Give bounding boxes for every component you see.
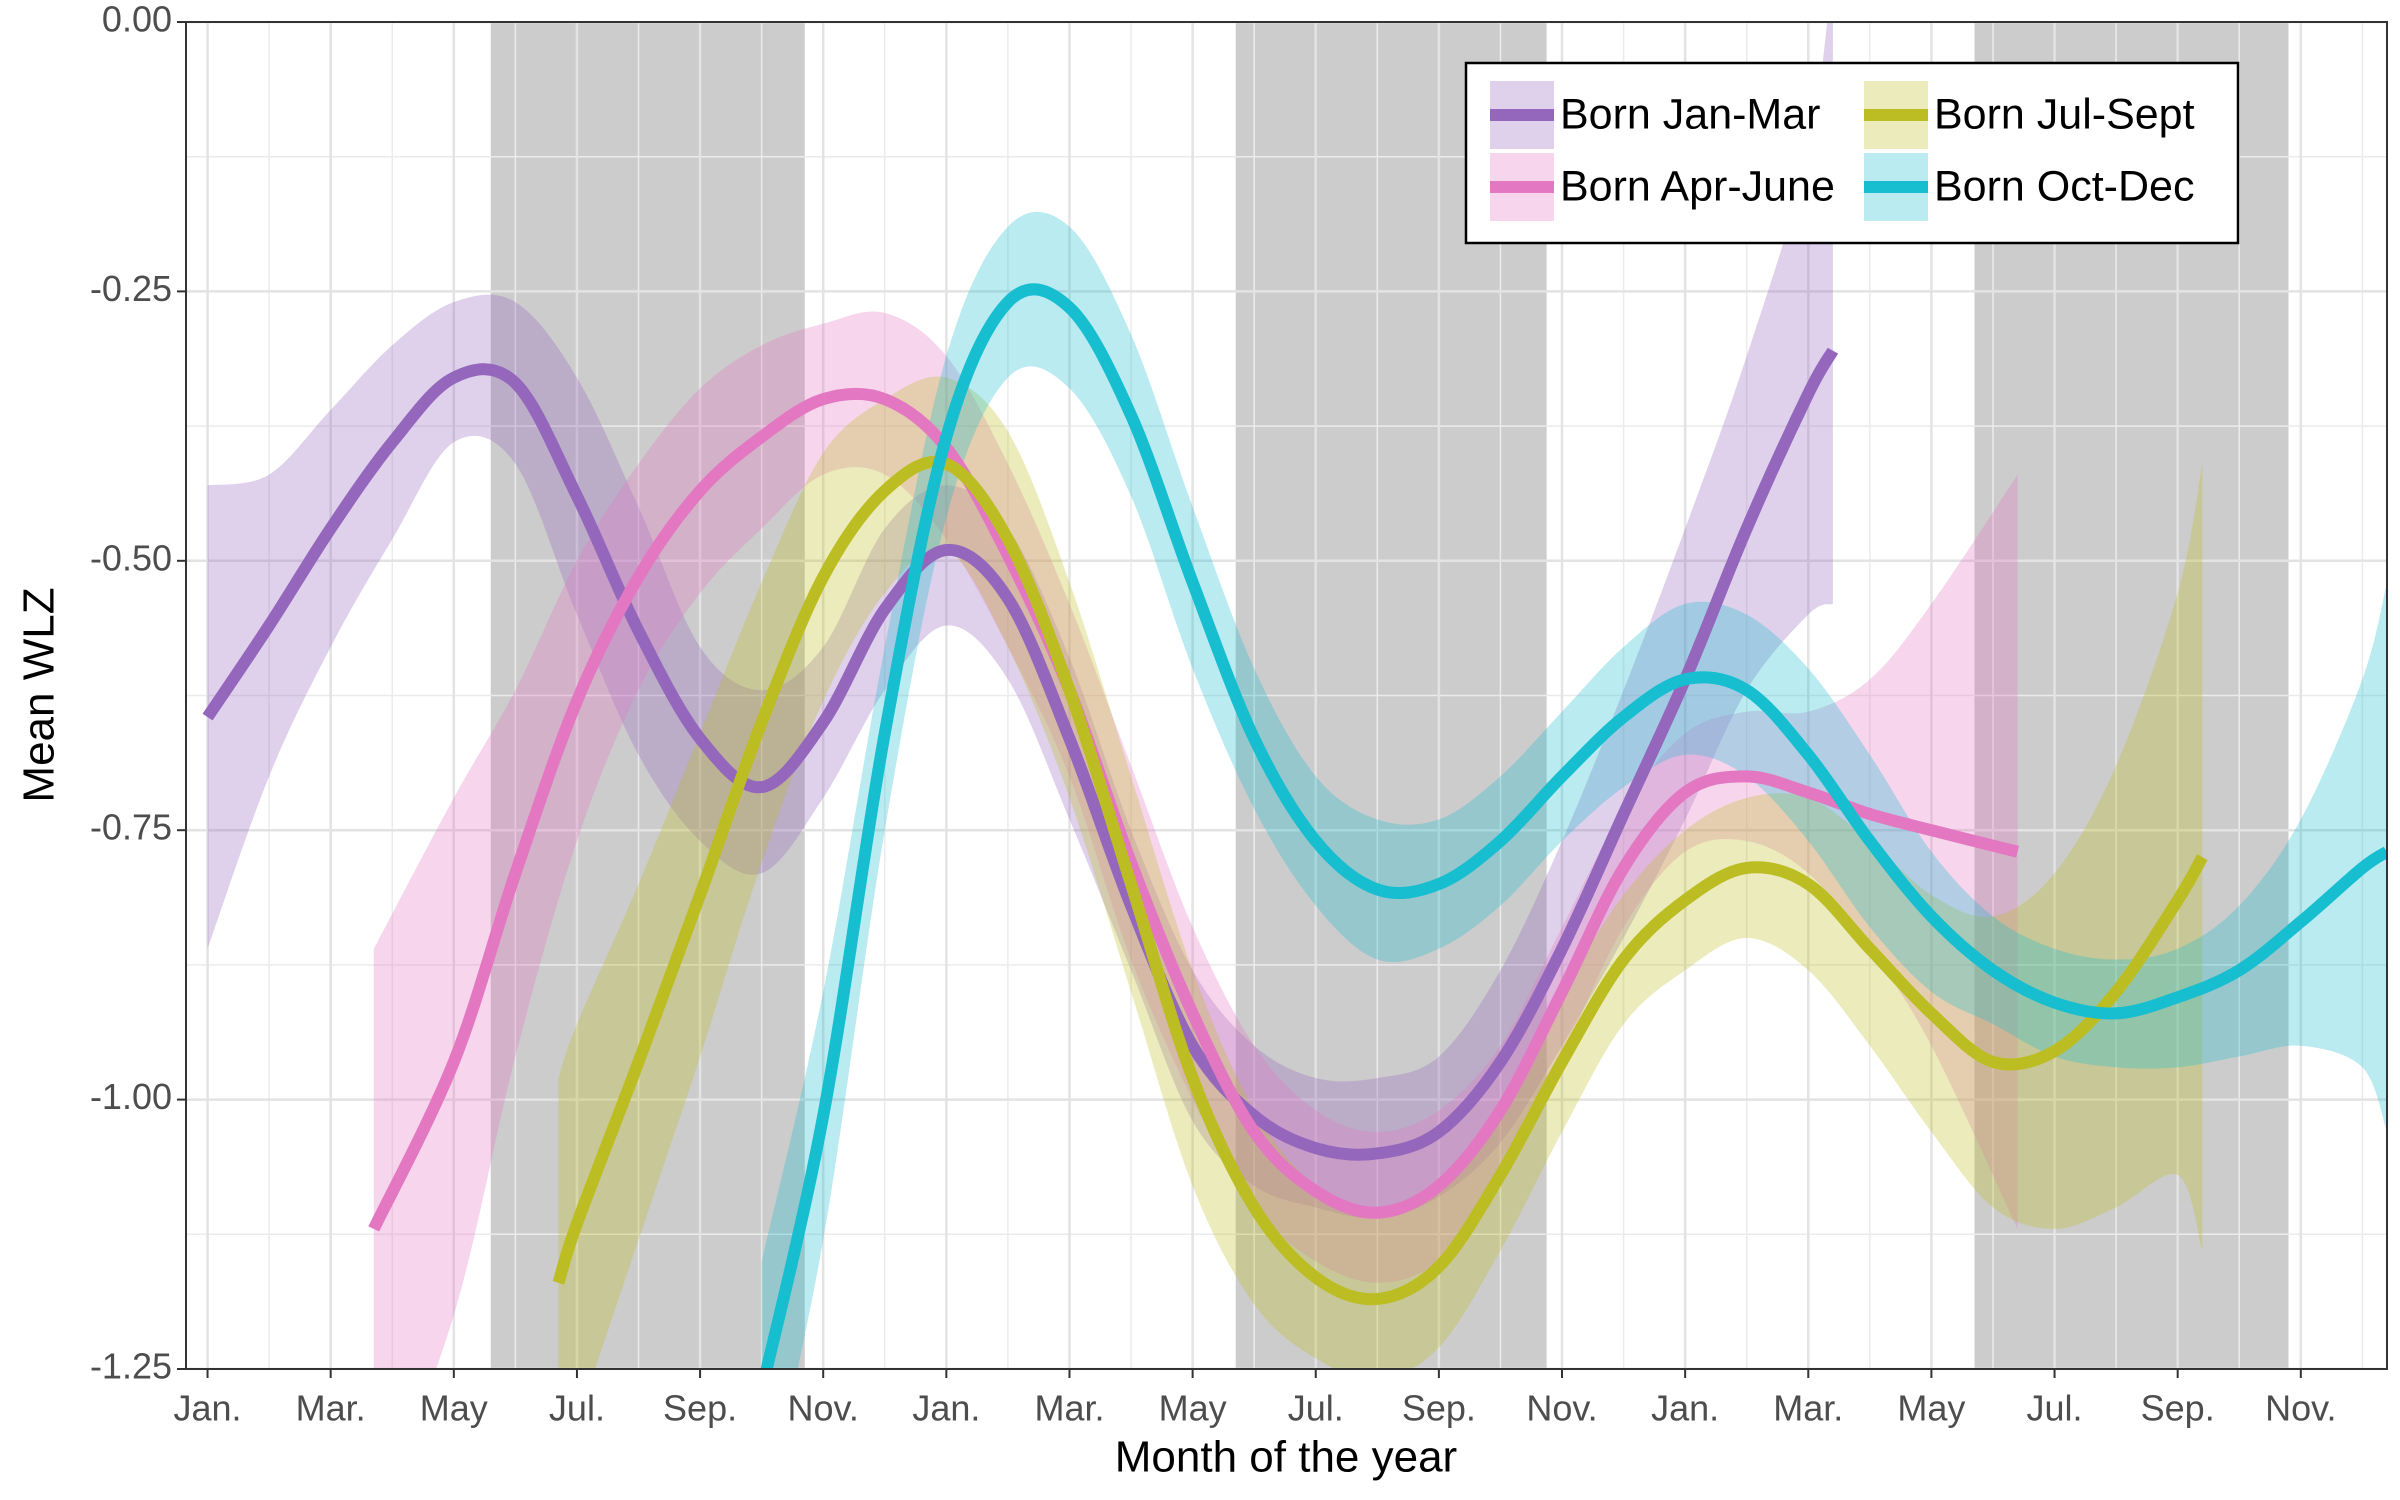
y-tick-label: -1.00 [90,1076,172,1117]
series-line [202,347,1839,1161]
x-tick-label: May [420,1388,488,1429]
x-tick-label: Nov. [788,1388,859,1429]
legend-label: Born Jan-Mar [1560,90,1820,138]
x-tick-label: Jan. [174,1388,242,1429]
x-tick-label: Nov. [2265,1388,2336,1429]
x-tick-label: Sep. [663,1388,737,1429]
legend-label: Born Apr-June [1560,162,1835,210]
y-tick-label: 0.00 [102,0,172,40]
legend: Born Jan-Mar Born Apr-June Born Jul-Sept Bo… [1464,61,2240,245]
x-tick-label: Sep. [2141,1388,2215,1429]
panel-border [185,21,2388,1370]
x-tick-label: Mar. [1773,1388,1843,1429]
legend-label: Born Jul-Sept [1934,90,2195,138]
axis-layer: Jan. Mar. May Jul. Sep. Nov. Jan. Mar. May Jul. Se… [90,0,2337,1429]
series-line [552,455,2208,1306]
series-line [368,387,2020,1232]
x-tick-label: Mar. [1034,1388,1104,1429]
confidence-band [558,376,2203,1369]
x-tick-label: Sep. [1402,1388,1476,1429]
x-tick-label: May [1159,1388,1227,1429]
legend-label: Born Oct-Dec [1934,162,2194,210]
x-tick-label: Jan. [1651,1388,1719,1429]
x-tick-label: Jan. [912,1388,980,1429]
confidence-band [373,311,2018,1369]
line-layer [202,283,2387,1369]
x-axis-title: Month of the year [1115,1433,1457,1482]
y-tick-label: -0.50 [90,537,172,578]
x-tick-label: May [1897,1388,1965,1429]
series-line [760,283,2387,1369]
y-axis-title: Mean WLZ [15,587,64,802]
x-tick-label: Nov. [1526,1388,1597,1429]
x-tick-label: Jul. [1288,1388,1344,1429]
y-tick-label: -0.75 [90,807,172,848]
y-tick-label: -1.25 [90,1346,172,1387]
legend-box [1464,61,2240,245]
x-tick-label: Jul. [549,1388,605,1429]
x-tick-label: Mar. [296,1388,366,1429]
x-tick-label: Jul. [2027,1388,2083,1429]
y-tick-label: -0.25 [90,268,172,309]
